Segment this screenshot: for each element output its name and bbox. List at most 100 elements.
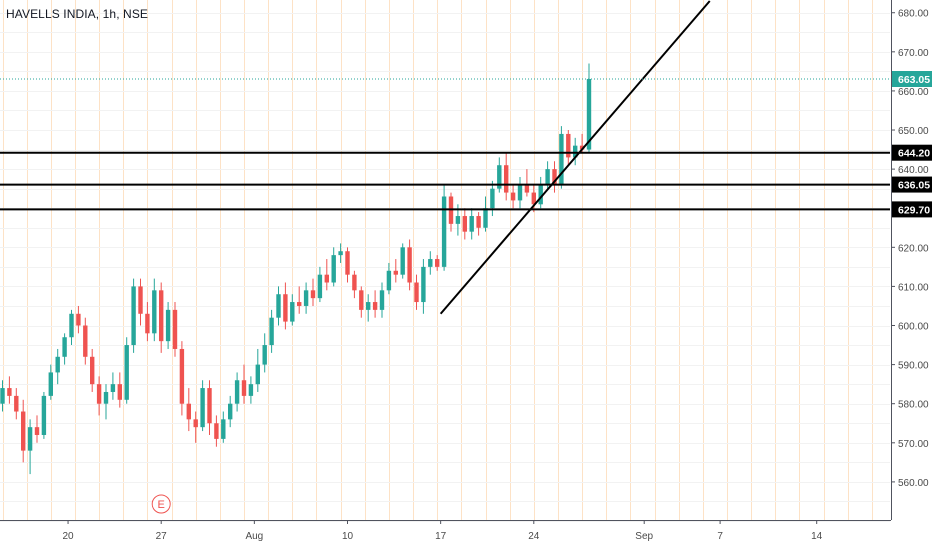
- candle-body: [566, 133, 571, 158]
- price-tick-label: 570.00: [898, 439, 929, 450]
- price-tick-label: 610.00: [898, 282, 929, 293]
- candle-body: [159, 290, 164, 342]
- candle-body: [490, 188, 495, 209]
- time-tick-label: 20: [62, 531, 74, 542]
- candle-body: [241, 380, 247, 396]
- candle: [310, 278, 316, 306]
- candle: [393, 259, 398, 283]
- candle-body: [400, 247, 405, 275]
- candle-body: [579, 145, 585, 150]
- candle-body: [172, 309, 178, 349]
- candle: [110, 372, 116, 400]
- candle-body: [96, 384, 102, 404]
- candle: [138, 278, 143, 326]
- candle-body: [21, 411, 26, 451]
- time-tick-label: Aug: [245, 531, 263, 542]
- candle: [214, 415, 219, 447]
- candle: [559, 126, 564, 189]
- candle-body: [455, 216, 461, 224]
- last-price-tag: [892, 71, 932, 87]
- candle: [345, 247, 350, 283]
- candle-body: [48, 372, 53, 396]
- price-tick-label: 680.00: [898, 9, 929, 20]
- candle: [124, 337, 129, 404]
- candle-body: [586, 79, 592, 150]
- time-tick-label: Sep: [635, 531, 653, 542]
- candle: [21, 399, 26, 463]
- candle-body: [428, 259, 433, 267]
- candle-body: [338, 251, 343, 256]
- candle: [269, 309, 274, 353]
- candle-body: [255, 364, 260, 385]
- candle-body: [55, 356, 60, 373]
- price-tick-label: 580.00: [898, 400, 929, 411]
- price-tick-label: 660.00: [898, 87, 929, 98]
- candle: [159, 282, 164, 353]
- candle-body: [103, 391, 109, 404]
- candle: [331, 247, 336, 287]
- candle: [207, 380, 212, 435]
- candle-body: [552, 169, 557, 185]
- candle-body: [345, 251, 350, 275]
- candle: [55, 348, 60, 385]
- candle-body: [545, 169, 550, 185]
- candle-body: [386, 270, 392, 291]
- candle: [34, 415, 40, 443]
- candle-body: [131, 286, 136, 346]
- candle-body: [483, 208, 488, 228]
- trendline[interactable]: [439, 0, 711, 315]
- candle-body: [41, 395, 47, 435]
- chart-title: HAVELLS INDIA, 1h, NSE: [6, 7, 149, 21]
- candle-body: [234, 380, 240, 404]
- candle-body: [110, 384, 116, 392]
- candle: [303, 282, 309, 314]
- horizontal-levels[interactable]: [0, 151, 890, 211]
- candle-body: [372, 302, 378, 310]
- time-tick-label: 27: [156, 531, 168, 542]
- candle-body: [352, 274, 357, 291]
- candle: [366, 294, 371, 322]
- candle: [7, 376, 12, 404]
- candle: [566, 130, 571, 166]
- candle: [435, 255, 440, 271]
- candle: [193, 411, 198, 443]
- candle: [103, 384, 109, 420]
- candle: [504, 153, 509, 201]
- candle-body: [214, 423, 219, 439]
- candle: [186, 388, 191, 432]
- time-axis[interactable]: 20 27 Aug 10 17 24 Sep 7 14: [0, 520, 891, 542]
- candle-body: [179, 348, 185, 404]
- price-axis[interactable]: 560.00 570.00 580.00 590.00 600.00 610.00 620.…: [891, 0, 932, 520]
- candle: [152, 278, 157, 342]
- earnings-marker[interactable]: E: [151, 494, 171, 514]
- candle-body: [90, 356, 95, 385]
- candle-body: [186, 403, 191, 420]
- candle: [131, 278, 136, 353]
- candle-body: [476, 216, 481, 228]
- candle: [172, 302, 178, 357]
- last-price-label: 663.05: [898, 74, 930, 86]
- time-tick-label: 24: [528, 531, 540, 542]
- candle: [573, 137, 578, 166]
- price-tick-label: 620.00: [898, 243, 929, 254]
- candle-body: [276, 294, 281, 318]
- candle: [510, 184, 516, 209]
- candle-body: [559, 133, 564, 185]
- candle-body: [27, 427, 33, 451]
- level-price-tag: [892, 201, 932, 218]
- candle: [407, 239, 412, 291]
- candle-body: [462, 216, 467, 232]
- candle-body: [421, 266, 426, 303]
- horizontal-grid: [0, 13, 890, 522]
- candle-body: [145, 313, 150, 334]
- candle: [27, 419, 33, 475]
- candle-body: [0, 388, 5, 404]
- candle-body: [303, 290, 309, 306]
- candle: [96, 376, 102, 416]
- level-price-tag: [892, 144, 932, 161]
- candle-body: [510, 192, 516, 201]
- price-tick-label: 670.00: [898, 48, 929, 59]
